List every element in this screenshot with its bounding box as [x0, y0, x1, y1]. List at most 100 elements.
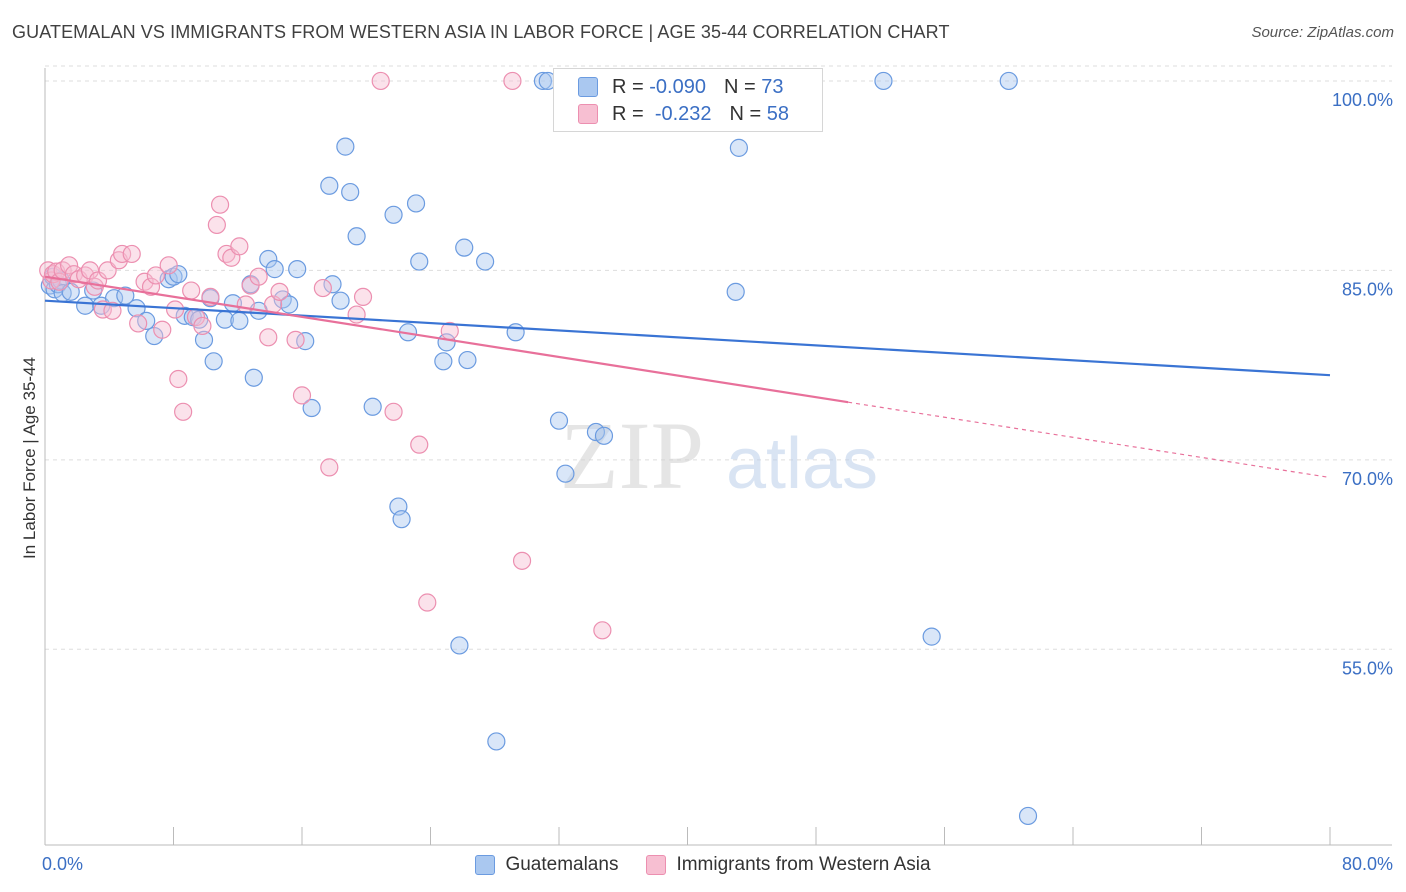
guatemalans-point — [265, 260, 284, 279]
western-asia-point — [169, 369, 188, 389]
western-asia-point — [418, 593, 437, 612]
guatemalans-point — [259, 249, 278, 269]
guatemalans-trend-line — [44, 299, 1331, 377]
guatemalans-point — [341, 182, 360, 202]
blue-swatch — [475, 855, 496, 875]
guatemalans-point — [363, 397, 382, 416]
guatemalans-point — [476, 252, 495, 271]
blue-swatch — [578, 77, 598, 97]
guatemalans-point — [729, 138, 749, 157]
guatemalans-point — [556, 464, 575, 483]
chart-title: GUATEMALAN VS IMMIGRANTS FROM WESTERN AS… — [12, 22, 950, 42]
guatemalans-point — [76, 296, 95, 315]
legend-label: Guatemalans — [505, 854, 619, 875]
r-label: R = — [612, 102, 644, 125]
legend-item-western-asia[interactable]: Immigrants from Western Asia — [646, 854, 931, 876]
n-label: N = — [723, 75, 756, 98]
guatemalans-point — [922, 627, 941, 646]
western-asia-point — [249, 267, 268, 286]
guatemalans-point — [336, 137, 355, 156]
western-asia-point — [98, 261, 117, 280]
western-asia-point — [174, 402, 193, 421]
guatemalans-point — [116, 286, 135, 305]
guatemalans-point — [164, 267, 183, 286]
western-asia-point — [270, 282, 289, 301]
western-asia-point — [313, 278, 332, 298]
western-asia-point — [146, 266, 165, 285]
legend-label: Immigrants from Western Asia — [676, 854, 931, 875]
x-tick-label: 80.0% — [1342, 854, 1393, 874]
guatemalans-point — [1018, 806, 1038, 826]
guatemalans-point — [347, 227, 366, 246]
guatemalans-point — [204, 352, 223, 371]
n-label: N = — [729, 102, 762, 125]
y-tick-label: 55.0% — [1342, 658, 1393, 678]
western-asia-point — [286, 330, 305, 349]
western-asia-point — [347, 305, 366, 324]
y-axis-title: In Labor Force | Age 35-44 — [20, 357, 39, 559]
guatemalans-point — [194, 330, 214, 349]
y-tick-label: 85.0% — [1342, 279, 1393, 299]
stats-row-western-asia: R = -0.232 N = 58 — [578, 101, 789, 127]
western-asia-trend-line-extension — [848, 401, 1331, 479]
western-asia-point — [353, 287, 373, 306]
guatemalans-point — [244, 368, 263, 387]
watermark-zip: ZIP — [560, 402, 704, 509]
western-asia-point — [292, 386, 312, 405]
western-asia-point — [384, 402, 403, 421]
guatemalans-point — [726, 282, 745, 301]
western-asia-trend-line — [44, 275, 849, 404]
guatemalans-point — [458, 350, 477, 370]
n-value: 58 — [766, 102, 790, 125]
series-legend: Guatemalans Immigrants from Western Asia — [0, 852, 1406, 878]
gridlines — [45, 65, 1392, 650]
guatemalans-point — [533, 71, 553, 91]
legend-item-guatemalans[interactable]: Guatemalans — [475, 854, 618, 876]
western-asia-point — [320, 458, 339, 477]
guatemalans-point — [874, 71, 893, 91]
guatemalans-point — [999, 71, 1018, 91]
guatemalans-point — [506, 323, 525, 342]
guatemalans-point — [594, 426, 614, 445]
guatemalans-point — [384, 205, 403, 224]
guatemalans-point — [331, 291, 350, 310]
guatemalans-point — [127, 299, 146, 318]
y-tick-label: 70.0% — [1342, 469, 1393, 489]
guatemalans-point — [280, 295, 299, 314]
guatemalans-point — [450, 636, 469, 655]
watermark: ZIP atlas — [560, 402, 878, 509]
stats-legend: R = -0.090 N = 73 R = -0.232 N = 58 — [553, 68, 823, 132]
western-asia-point — [503, 71, 522, 91]
r-value: -0.232 — [654, 102, 712, 125]
western-asia-point — [103, 301, 122, 320]
western-asia-point — [141, 277, 161, 296]
western-asia-point — [193, 316, 212, 336]
guatemalans-point — [302, 398, 321, 418]
western-asia-point — [182, 281, 201, 300]
y-tick-label: 100.0% — [1332, 90, 1393, 110]
guatemalans-point — [230, 311, 249, 330]
western-asia-point — [59, 256, 79, 275]
source-note: Source: ZipAtlas.com — [1251, 24, 1394, 41]
western-asia-point — [112, 244, 132, 264]
western-asia-point — [153, 320, 172, 339]
guatemalans-point — [288, 260, 307, 279]
guatemalans-point — [410, 252, 429, 271]
western-asia-point — [512, 551, 532, 570]
r-label: R = — [612, 75, 644, 98]
western-asia-point — [371, 71, 390, 91]
western-asia-point — [129, 314, 148, 333]
guatemalans-point — [406, 194, 426, 213]
tick-labels: 55.0% 70.0% 85.0% 100.0% 0.0% 80.0% — [42, 90, 1393, 874]
western-asia-point — [230, 237, 249, 256]
western-asia-point — [210, 195, 230, 214]
guatemalans-point — [487, 732, 506, 751]
data-points — [39, 71, 1038, 826]
r-value: -0.090 — [649, 75, 706, 98]
pink-swatch — [646, 855, 667, 875]
western-asia-point — [236, 295, 255, 314]
axes — [44, 68, 1392, 846]
guatemalans-point — [549, 411, 569, 430]
stats-row-guatemalans: R = -0.090 N = 73 — [578, 74, 783, 100]
